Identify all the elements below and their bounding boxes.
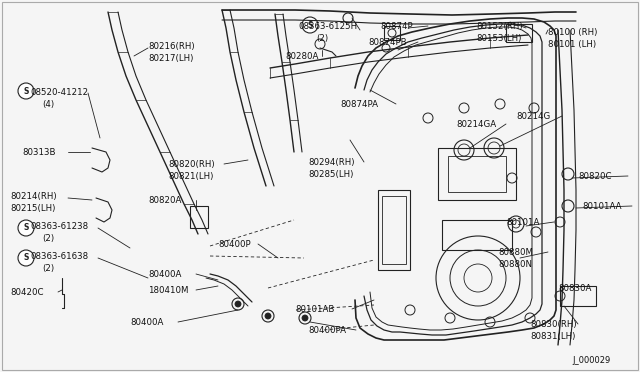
Text: 80820A: 80820A	[148, 196, 181, 205]
Bar	[438, 148, 516, 200]
Text: 80820C: 80820C	[578, 172, 611, 181]
Bar	[190, 206, 208, 228]
Bar	[506, 24, 532, 42]
Circle shape	[18, 220, 34, 236]
Text: 80214G: 80214G	[516, 112, 550, 121]
Bar	[448, 156, 506, 192]
Text: 80400A: 80400A	[130, 318, 163, 327]
Text: 80400A: 80400A	[148, 270, 181, 279]
Circle shape	[18, 250, 34, 266]
Text: S: S	[23, 253, 29, 263]
Text: 80880N: 80880N	[498, 260, 532, 269]
Circle shape	[265, 313, 271, 319]
Text: (4): (4)	[42, 100, 54, 109]
Text: (2): (2)	[316, 34, 328, 43]
Text: 80280A: 80280A	[285, 52, 318, 61]
Text: 80874PB: 80874PB	[368, 38, 406, 47]
Text: 80101A: 80101A	[506, 218, 540, 227]
Text: 80217(LH): 80217(LH)	[148, 54, 193, 63]
Text: 80100 (RH): 80100 (RH)	[548, 28, 597, 37]
Text: S: S	[23, 87, 29, 96]
Text: 80153(LH): 80153(LH)	[476, 34, 522, 43]
Circle shape	[235, 301, 241, 307]
Text: S: S	[307, 20, 313, 29]
Text: 08520-41212: 08520-41212	[30, 88, 88, 97]
Bar	[378, 190, 410, 270]
Text: (2): (2)	[42, 234, 54, 243]
Text: 80830(RH): 80830(RH)	[530, 320, 577, 329]
Text: 80152(RH): 80152(RH)	[476, 22, 523, 31]
Text: S: S	[23, 224, 29, 232]
Text: 08363-61238: 08363-61238	[30, 222, 88, 231]
Text: J_000029: J_000029	[572, 356, 611, 365]
Text: 80400PA: 80400PA	[308, 326, 346, 335]
Text: 80214GA: 80214GA	[456, 120, 496, 129]
Text: 80313B: 80313B	[22, 148, 56, 157]
Text: 80420C: 80420C	[10, 288, 44, 297]
Bar	[560, 286, 596, 306]
Text: 80874PA: 80874PA	[340, 100, 378, 109]
Circle shape	[302, 315, 308, 321]
Text: 80215(LH): 80215(LH)	[10, 204, 56, 213]
Text: 180410M: 180410M	[148, 286, 189, 295]
Bar	[442, 220, 512, 250]
Bar	[384, 26, 400, 40]
Text: 80831(LH): 80831(LH)	[530, 332, 575, 341]
Text: 80874P: 80874P	[380, 22, 413, 31]
Text: 80101AB: 80101AB	[295, 305, 334, 314]
Text: (2): (2)	[42, 264, 54, 273]
Text: 80400P: 80400P	[218, 240, 251, 249]
Text: 80880M: 80880M	[498, 248, 533, 257]
Text: 80101 (LH): 80101 (LH)	[548, 40, 596, 49]
Text: 80820(RH): 80820(RH)	[168, 160, 214, 169]
Text: 08363-6125H: 08363-6125H	[298, 22, 357, 31]
Text: 80285(LH): 80285(LH)	[308, 170, 353, 179]
Text: 80821(LH): 80821(LH)	[168, 172, 213, 181]
Circle shape	[18, 83, 34, 99]
Circle shape	[302, 17, 318, 33]
Bar	[382, 196, 406, 264]
Text: 80101AA: 80101AA	[582, 202, 621, 211]
Text: 08363-61638: 08363-61638	[30, 252, 88, 261]
Text: 80294(RH): 80294(RH)	[308, 158, 355, 167]
Text: 80216(RH): 80216(RH)	[148, 42, 195, 51]
Text: 80830A: 80830A	[558, 284, 591, 293]
Text: 80214(RH): 80214(RH)	[10, 192, 56, 201]
